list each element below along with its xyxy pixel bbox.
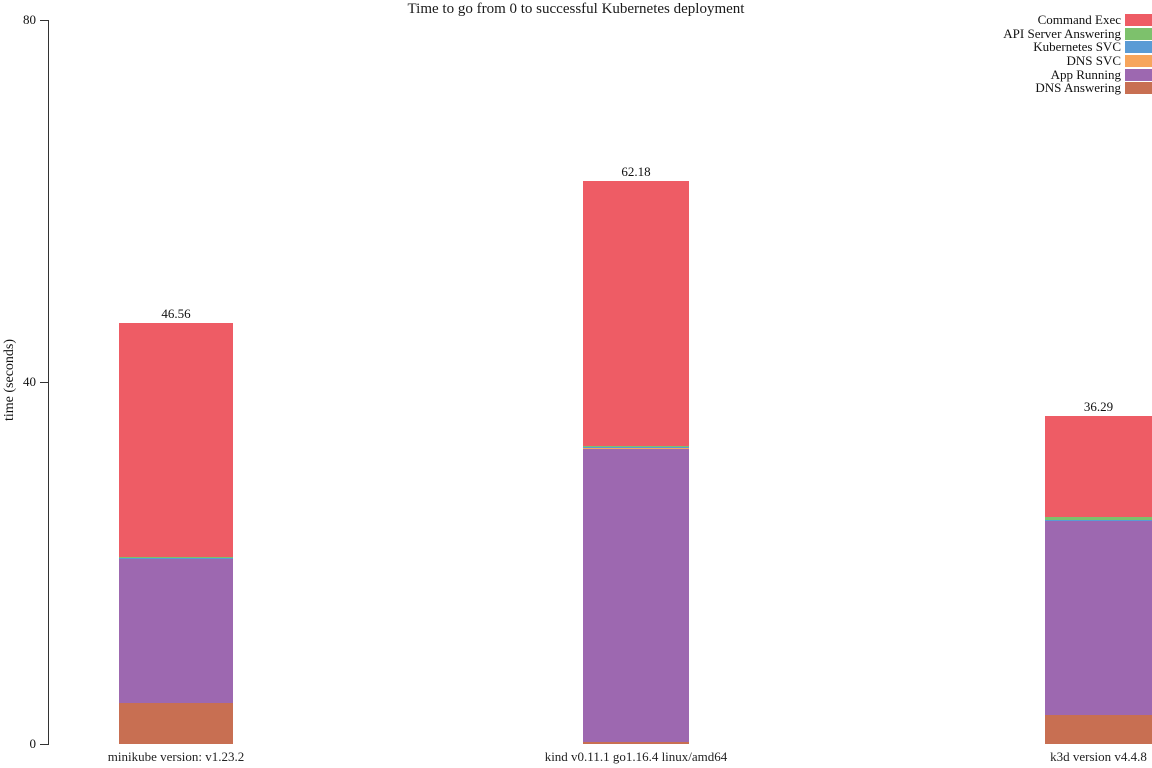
legend-swatch-app-running: [1125, 68, 1152, 81]
bar-segment-api-server-answering: [119, 556, 233, 558]
y-tick-label: 0: [29, 736, 37, 751]
legend-swatch-kubernetes-svc: [1125, 41, 1152, 54]
y-axis: [48, 20, 49, 745]
y-tick-label: 80: [23, 12, 36, 27]
legend-swatch-dns-answering: [1125, 82, 1152, 95]
bar-segment-dns-answering: [1045, 715, 1152, 744]
legend-label: App Running: [1050, 66, 1121, 82]
legend-item-app-running: App Running: [1003, 68, 1152, 82]
bar-segment-app-running: [1045, 521, 1152, 716]
legend-label: Command Exec: [1037, 12, 1121, 27]
legend-label: Kubernetes SVC: [1033, 39, 1121, 55]
x-tick-label: minikube version: v1.23.2: [107, 749, 245, 764]
bar-segment-dns-svc: [119, 558, 233, 560]
legend-swatch-command-exec: [1125, 13, 1152, 26]
legend-swatch-api-server-answering: [1125, 27, 1152, 40]
legend-item-api-server-answering: API Server Answering: [1003, 25, 1152, 41]
legend-label: DNS SVC: [1066, 53, 1121, 69]
chart-title: Time to go from 0 to successful Kubernet…: [407, 1, 745, 17]
x-tick-label: kind v0.11.1 go1.16.4 linux/amd64: [544, 749, 728, 764]
legend-swatch-dns-svc: [1125, 54, 1152, 67]
stacked-bar: [1045, 415, 1152, 744]
bar-segment-app-running: [583, 448, 689, 742]
legend-item-kubernetes-svc: Kubernetes SVC: [1003, 40, 1152, 54]
legend-item-dns-svc: DNS SVC: [1003, 54, 1152, 68]
bar-segment-app-running: [119, 559, 233, 704]
bar-segment-command-exec: [583, 181, 689, 446]
bar-segment-dns-answering: [119, 703, 233, 744]
bar-segment-dns-svc: [1045, 520, 1152, 522]
legend: Command Exec API Server Answering Kubernet…: [1003, 13, 1152, 95]
stacked-bar: [119, 322, 233, 744]
bar-segment-kubernetes-svc: [1045, 519, 1152, 521]
legend-item-command-exec: Command Exec: [1003, 13, 1152, 27]
legend-label: API Server Answering: [1003, 25, 1121, 41]
y-tick-mark: [40, 19, 48, 21]
bar-segment-command-exec: [1045, 415, 1152, 517]
x-tick-label: k3d version v4.4.8: [1050, 749, 1147, 764]
y-tick-mark: [40, 381, 48, 383]
bar-segment-dns-answering: [583, 741, 689, 744]
bar-segment-api-server-answering: [1045, 516, 1152, 520]
stacked-bar: [583, 181, 689, 744]
bar-segment-kubernetes-svc: [119, 557, 233, 559]
bar-segment-kubernetes-svc: [583, 447, 689, 449]
bar-total-label: 36.29: [1083, 398, 1114, 414]
y-tick-mark: [40, 743, 48, 745]
bar-segment-command-exec: [119, 322, 233, 557]
bar-segment-api-server-answering: [583, 445, 689, 448]
bar-total-label: 62.18: [621, 164, 651, 180]
bar-total-label: 46.56: [161, 305, 191, 321]
legend-item-dns-answering: DNS Answering: [1003, 81, 1152, 95]
legend-label: DNS Answering: [1035, 80, 1121, 96]
y-tick-label: 40: [23, 374, 36, 389]
